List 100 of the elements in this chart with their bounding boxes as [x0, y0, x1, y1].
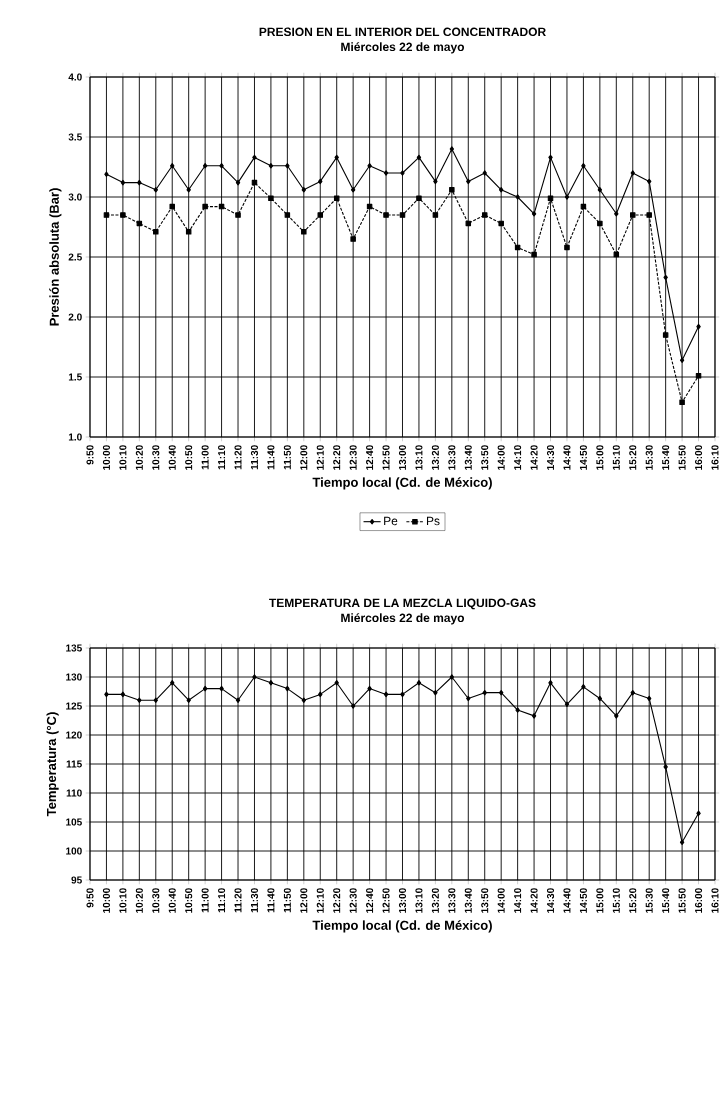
point — [679, 399, 685, 405]
x-tick-label: 13:50 — [481, 888, 489, 913]
y-tick-label: 125 — [66, 702, 82, 710]
x-tick-label: 15:40 — [662, 445, 670, 470]
x-tick-label: 11:40 — [267, 445, 275, 470]
point — [318, 178, 323, 185]
point — [433, 178, 438, 185]
y-axis-title: Presión absoluta (Bar) — [49, 188, 62, 326]
x-tick-label: 9:50 — [86, 888, 94, 908]
point — [252, 154, 257, 161]
point — [367, 163, 372, 169]
point — [219, 163, 224, 169]
x-tick-label: 13:40 — [464, 888, 472, 913]
point — [630, 212, 636, 218]
x-tick-label: 13:20 — [431, 888, 439, 913]
point — [268, 163, 274, 169]
point — [614, 211, 619, 217]
point — [284, 212, 291, 218]
point — [136, 220, 143, 227]
x-tick-label: 16:10 — [711, 888, 719, 913]
x-tick-label: 12:00 — [300, 445, 308, 470]
x-axis-title: Tiempo local (Cd. de México) — [312, 920, 492, 933]
point — [630, 170, 635, 176]
point — [564, 244, 570, 251]
y-tick-label: 2.0 — [68, 313, 82, 321]
point — [547, 195, 554, 201]
point — [481, 212, 488, 218]
x-tick-label: 13:30 — [448, 888, 456, 913]
legend-label: Ps — [426, 516, 440, 526]
x-tick-label: 11:10 — [218, 445, 226, 470]
x-tick-label: 14:20 — [530, 445, 538, 470]
point — [482, 170, 487, 176]
point — [103, 212, 110, 218]
x-tick-label: 10:50 — [185, 445, 193, 470]
x-tick-label: 14:10 — [514, 888, 522, 913]
point — [515, 194, 520, 200]
point — [235, 212, 241, 218]
y-tick-label: 105 — [66, 818, 82, 826]
x-tick-label: 10:00 — [102, 888, 110, 913]
x-tick-label: 10:10 — [119, 445, 127, 470]
x-tick-label: 12:50 — [382, 445, 390, 470]
point — [449, 146, 455, 152]
point — [581, 163, 586, 169]
x-tick-label: 13:30 — [448, 445, 456, 470]
x-tick-label: 11:20 — [234, 445, 242, 470]
x-tick-label: 15:20 — [629, 445, 637, 470]
point — [647, 178, 652, 185]
y-tick-label: 135 — [66, 644, 82, 652]
x-tick-label: 14:50 — [579, 888, 587, 913]
point — [383, 170, 389, 176]
x-tick-label: 15:30 — [645, 888, 653, 913]
point — [399, 212, 406, 218]
x-tick-label: 15:40 — [662, 888, 670, 913]
y-tick-label: 2.5 — [68, 253, 82, 261]
point — [137, 179, 142, 186]
point — [548, 154, 553, 161]
x-tick-label: 15:50 — [678, 445, 686, 470]
x-tick-label: 11:10 — [218, 888, 226, 913]
x-tick-label: 10:50 — [185, 888, 193, 913]
chart-title: TEMPERATURA DE LA MEZCLA LIQUIDO-GAS — [269, 598, 536, 610]
point — [120, 212, 126, 218]
y-tick-label: 3.0 — [68, 193, 82, 201]
x-tick-label: 11:40 — [267, 888, 275, 913]
x-tick-label: 10:20 — [135, 888, 143, 913]
point — [333, 195, 340, 201]
point — [334, 154, 339, 161]
chart-subtitle: Miércoles 22 de mayo — [341, 42, 465, 54]
point — [449, 187, 455, 193]
y-tick-label: 115 — [66, 760, 82, 768]
point — [235, 179, 241, 186]
x-tick-label: 15:00 — [596, 888, 604, 913]
x-tick-label: 10:40 — [168, 445, 176, 470]
point — [531, 211, 537, 217]
point — [350, 236, 356, 242]
point — [432, 212, 439, 218]
point — [285, 163, 290, 169]
x-tick-label: 15:50 — [678, 888, 686, 913]
point — [383, 212, 389, 218]
x-tick-label: 15:30 — [645, 445, 653, 470]
x-tick-label: 14:40 — [563, 445, 571, 470]
x-tick-label: 16:00 — [695, 888, 703, 913]
y-tick-label: 100 — [66, 847, 82, 855]
y-tick-label: 1.0 — [68, 433, 82, 441]
y-tick-label: 95 — [71, 876, 82, 884]
point — [350, 187, 356, 193]
x-axis-title: Tiempo local (Cd. de México) — [312, 477, 492, 490]
point — [153, 229, 159, 235]
x-tick-label: 12:30 — [349, 888, 357, 913]
x-tick-label: 12:10 — [316, 445, 324, 470]
point — [416, 195, 422, 201]
point — [120, 179, 126, 186]
x-tick-label: 13:10 — [415, 445, 423, 470]
point — [400, 170, 405, 176]
x-tick-label: 10:40 — [168, 888, 176, 913]
x-tick-label: 14:00 — [497, 888, 505, 913]
point — [613, 251, 620, 258]
point — [185, 229, 192, 235]
x-tick-label: 10:10 — [119, 888, 127, 913]
point — [564, 194, 570, 200]
y-tick-label: 1.5 — [68, 373, 82, 381]
